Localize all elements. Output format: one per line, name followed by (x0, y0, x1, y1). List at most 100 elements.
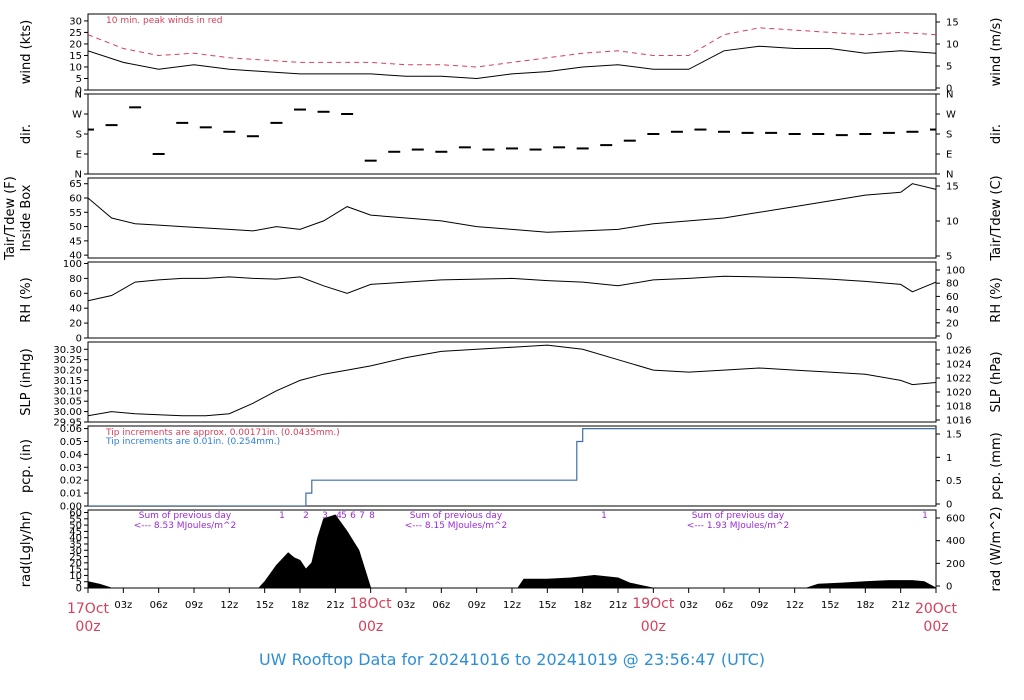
y-axis-label-left: dir. (19, 124, 34, 144)
panel-temp: 40 45 50 55 60 65 5 10 15 Tair/Tdew (F) Inside Box… (3, 175, 1004, 262)
y-tick-label-right: 5 (946, 62, 952, 73)
plot-area (88, 428, 936, 506)
y-tick-label-left: 15 (69, 51, 82, 62)
y-tick-label-right: 400 (946, 536, 965, 547)
y-tick-label-right: 60 (946, 292, 959, 303)
hour-marker: 5 (341, 511, 347, 521)
x-tick-label: 19Oct (632, 596, 675, 612)
plot-area (88, 275, 936, 302)
y-tick-label-left: N (75, 90, 82, 101)
panel-frame (87, 425, 937, 507)
y-tick-label-right: 100 (946, 266, 965, 277)
y-tick-label-left: 20 (69, 39, 82, 50)
y-tick-label-left: 30 (69, 16, 82, 27)
y-tick-label-left: 30.10 (53, 386, 82, 397)
y-tick-label-right: 1020 (946, 388, 971, 399)
y-tick-label-right: 15 (946, 18, 959, 29)
data-point-dir (411, 148, 424, 151)
data-point-dir (600, 144, 613, 147)
y-tick-label-left: 0 (76, 584, 82, 595)
y-tick-label-right: 1026 (946, 346, 971, 357)
data-point-dir (741, 131, 754, 134)
y-tick-label-left: 30 (69, 546, 82, 557)
y-tick-label-left: 0.06 (60, 424, 82, 435)
y-axis-label-left: RH (%) (19, 277, 34, 322)
panel-frame (87, 177, 937, 259)
y-tick-label-left: 55 (69, 208, 82, 219)
series-line-wind-0 (88, 45, 936, 80)
data-point-dir (294, 108, 306, 111)
data-point-dir (623, 139, 636, 142)
x-tick-label: 09z (750, 600, 768, 611)
y-tick-label-right: 15 (946, 182, 959, 193)
annotation-peak-winds: 10 min. peak winds in red (106, 16, 223, 26)
data-point-dir (718, 130, 730, 133)
data-point-dir (930, 128, 936, 131)
y-axis-label-left: Tair/Tdew (F) (3, 176, 18, 261)
data-point-dir (576, 147, 589, 150)
x-day-label: 20Oct (915, 601, 958, 617)
x-day-hour-label: 00z (923, 619, 948, 635)
y-tick-label-right: W (946, 110, 956, 121)
x-day-hour-label: 00z (75, 619, 100, 635)
y-tick-label-right: N (946, 170, 953, 181)
y-tick-label-left: 10 (69, 62, 82, 73)
y-tick-label-left: 5 (76, 577, 82, 588)
x-tick-label: 12z (220, 600, 238, 611)
data-point-dir (906, 130, 919, 133)
data-point-dir (199, 126, 212, 129)
y-tick-label-left: 5 (76, 74, 82, 85)
panel-pcp: 0.00 0.01 0.02 0.03 0.04 0.05 0.06 0 0.5 1 1.5 pcp.… (19, 424, 1004, 512)
daily-sum-label: Sum of previous day (692, 511, 785, 521)
data-point-dir (529, 148, 542, 151)
y-tick-label-left: 35 (69, 539, 82, 550)
y-tick-label-left: 20 (69, 558, 82, 569)
panel-frame (87, 341, 937, 423)
y-tick-label-left: 45 (69, 527, 82, 538)
hour-marker: 1 (601, 511, 607, 521)
chart-title: UW Rooftop Data for 20241016 to 20241019… (259, 650, 765, 669)
data-point-dir (765, 131, 778, 134)
y-tick-label-right: 200 (946, 559, 965, 570)
data-point-dir (364, 159, 377, 162)
x-tick-label: 12z (503, 600, 521, 611)
x-tick-label: 06z (715, 600, 733, 611)
hour-marker: 2 (303, 511, 309, 521)
data-point-dir (506, 147, 518, 150)
x-day-label: 17Oct (67, 601, 110, 617)
y-tick-label-right: 0 (946, 582, 952, 593)
x-tick-label: 18z (291, 600, 309, 611)
y-tick-label-left: S (76, 130, 82, 141)
y-tick-label-left: 55 (69, 514, 82, 525)
series-line-temp-0 (88, 183, 936, 233)
y-tick-label-right: 5 (946, 252, 952, 263)
data-point-dir (694, 128, 707, 131)
y-tick-label-left: 0.01 (60, 489, 82, 500)
hour-marker: 6 (350, 511, 356, 521)
x-tick-label: 03z (680, 600, 698, 611)
plot-area (88, 183, 936, 233)
y-axis-label-right: Tair/Tdew (C) (989, 175, 1004, 261)
panel-frame (87, 261, 937, 339)
x-tick-label: 06z (150, 600, 168, 611)
y-tick-label-left: 25 (69, 552, 82, 563)
x-tick-label: 21z (892, 600, 910, 611)
y-tick-label-left: 0.04 (60, 450, 82, 461)
y-tick-label-left: 60 (69, 508, 82, 519)
data-point-dir (105, 124, 118, 127)
y-tick-label-right: 0 (946, 500, 952, 511)
y-tick-label-right: 10 (946, 40, 959, 51)
data-point-dir (88, 128, 94, 131)
data-point-dir (152, 153, 165, 155)
hour-marker: 1 (279, 511, 285, 521)
y-tick-label-left: 15 (69, 565, 82, 576)
panel-slp: 29.9530.0030.0530.1030.1530.2030.2530.30… (19, 341, 1004, 429)
y-tick-label-left: 0.05 (60, 437, 82, 448)
y-axis-label-right: SLP (hPa) (989, 351, 1004, 412)
plot-area (88, 27, 936, 80)
y-tick-label-right: 1016 (946, 416, 971, 427)
y-axis-label-right: dir. (989, 124, 1004, 144)
x-tick-label: 06z (432, 600, 450, 611)
x-tick-label: 21z (326, 600, 344, 611)
x-tick-label: 03z (397, 600, 415, 611)
